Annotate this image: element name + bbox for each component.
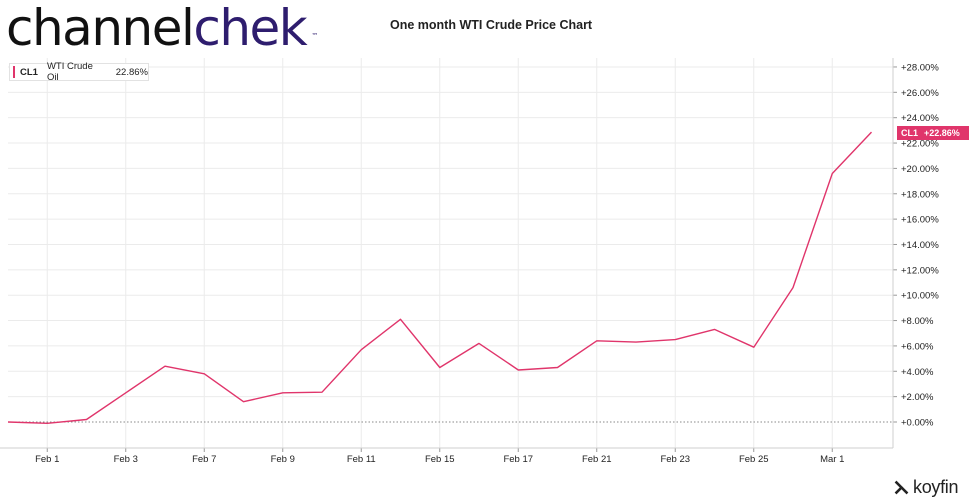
koyfin-brand: koyfin — [893, 476, 959, 497]
x-tick-label: Feb 7 — [192, 454, 216, 465]
brand-name: koyfin — [913, 476, 959, 497]
x-tick-label: Feb 23 — [660, 454, 690, 465]
logo-text-channel: channel — [6, 0, 195, 57]
axes — [0, 58, 897, 452]
badge-value: +22.86% — [924, 128, 960, 138]
y-tick-label: +4.00% — [901, 367, 934, 378]
y-tick-label: +0.00% — [901, 418, 934, 429]
y-tick-label: +12.00% — [901, 265, 939, 276]
y-tick-label: +14.00% — [901, 240, 939, 251]
y-tick-label: +26.00% — [901, 88, 939, 99]
y-tick-label: +10.00% — [901, 291, 939, 302]
y-tick-label: +8.00% — [901, 316, 934, 327]
x-tick-label: Feb 21 — [582, 454, 612, 465]
x-tick-label: Feb 25 — [739, 454, 769, 465]
chart-title: One month WTI Crude Price Chart — [390, 18, 593, 32]
x-tick-label: Feb 9 — [271, 454, 295, 465]
series-layer — [7, 131, 873, 424]
x-tick-labels: Feb 1 Feb 3 Feb 7 Feb 9 Feb 11 Feb 15 Feb 17 Fe… — [35, 454, 844, 465]
y-tick-label: +2.00% — [901, 392, 934, 403]
grid-lines — [8, 58, 893, 448]
channelchek-logo: channelchek ™ — [6, 0, 318, 57]
logo-text-chek: chek — [193, 0, 307, 57]
legend-swatch — [13, 66, 15, 78]
badge-ticker: CL1 — [901, 128, 919, 138]
logo-trademark: ™ — [311, 32, 319, 40]
legend-value: 22.86% — [115, 66, 148, 78]
y-tick-label: +20.00% — [901, 164, 939, 175]
y-tick-label: +18.00% — [901, 189, 939, 200]
y-tick-label: +28.00% — [901, 62, 939, 73]
x-tick-label: Feb 17 — [503, 454, 533, 465]
y-tick-label: +16.00% — [901, 215, 939, 226]
y-tick-label: +24.00% — [901, 113, 939, 124]
x-tick-label: Feb 3 — [114, 454, 138, 465]
x-tick-label: Feb 1 — [35, 454, 59, 465]
y-tick-label: +22.00% — [901, 139, 939, 150]
x-tick-label: Feb 11 — [347, 454, 376, 465]
legend[interactable]: CL1 WTI Crude Oil 22.86% — [9, 61, 149, 83]
y-tick-labels: +0.00% +2.00% +4.00% +6.00% +8.00% +10.00% +12… — [901, 62, 939, 428]
legend-ticker: CL1 — [19, 66, 38, 78]
legend-series-name: WTI Crude Oil — [46, 61, 93, 83]
koyfin-logo-icon — [894, 480, 909, 494]
series-line-wti-crude — [7, 131, 873, 424]
last-value-badge: CL1 +22.86% — [897, 126, 969, 140]
x-tick-label: Mar 1 — [820, 454, 844, 465]
y-tick-label: +6.00% — [901, 341, 934, 352]
x-tick-label: Feb 15 — [425, 454, 455, 465]
